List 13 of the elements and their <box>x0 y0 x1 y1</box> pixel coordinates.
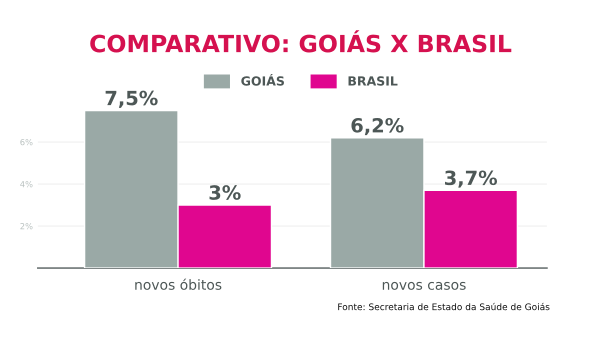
y-tick-label: 6% <box>20 139 33 146</box>
data-label: 6,2% <box>351 118 404 136</box>
x-tick-label: novos óbitos <box>135 278 222 290</box>
data-label: 3,7% <box>445 170 498 188</box>
chart-title: COMPARATIVO: GOIÁS X BRASIL <box>90 30 512 52</box>
source-note: Fonte: Secretaria de Estado da Saúde de Goiás <box>338 302 550 310</box>
y-tick-label: 4% <box>20 181 33 188</box>
y-tick-label: 2% <box>20 223 33 230</box>
legend-label: GOIÁS <box>241 74 284 86</box>
legend-label: BRASIL <box>348 76 398 86</box>
x-tick-label: novos casos <box>382 282 466 290</box>
data-label: 3% <box>210 185 241 200</box>
data-label: 7,5% <box>106 90 158 108</box>
